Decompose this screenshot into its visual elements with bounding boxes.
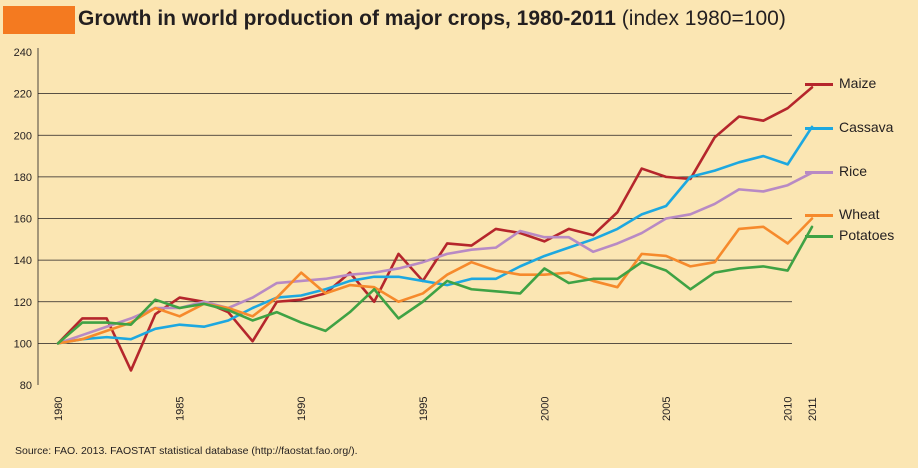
y-tick-label: 220 bbox=[14, 89, 32, 101]
series-line-wheat bbox=[56, 217, 814, 345]
legend-label: Rice bbox=[839, 163, 868, 179]
y-tick-label: 80 bbox=[20, 380, 32, 392]
y-tick-label: 240 bbox=[14, 47, 32, 59]
y-tick-label: 200 bbox=[14, 130, 32, 142]
series-line-cassava bbox=[56, 125, 814, 345]
x-tick-label: 2010 bbox=[783, 397, 795, 421]
legend-swatch bbox=[805, 171, 833, 174]
series-line-potatoes bbox=[56, 225, 814, 345]
x-tick-label: 2005 bbox=[661, 397, 673, 421]
y-tick-label: 160 bbox=[14, 214, 32, 226]
x-tick-label: 1980 bbox=[53, 397, 65, 421]
x-tick-label: 1985 bbox=[175, 397, 187, 421]
series-line-rice bbox=[56, 171, 814, 345]
source-note: Source: FAO. 2013. FAOSTAT statistical d… bbox=[15, 445, 358, 457]
legend-label: Potatoes bbox=[839, 227, 895, 243]
legend-swatch bbox=[805, 83, 833, 86]
legend-swatch bbox=[805, 235, 833, 238]
legend-swatch bbox=[805, 127, 833, 130]
chart-title: Growth in world production of major crop… bbox=[78, 7, 786, 31]
x-tick-label: 2000 bbox=[539, 397, 551, 421]
y-tick-label: 180 bbox=[14, 172, 32, 184]
x-axis-ticks: 1980 1985 1990 1995 2000 2005 2010 2011 bbox=[53, 397, 819, 421]
series-line-maize bbox=[56, 86, 814, 372]
series-lines bbox=[56, 86, 814, 372]
legend-swatch bbox=[805, 214, 833, 217]
y-tick-label: 120 bbox=[14, 297, 32, 309]
plot-background bbox=[0, 38, 918, 430]
y-tick-label: 140 bbox=[14, 255, 32, 267]
y-tick-label: 100 bbox=[14, 338, 32, 350]
x-tick-label: 1990 bbox=[296, 397, 308, 421]
x-tick-label: 1995 bbox=[418, 397, 430, 421]
title-accent-bar bbox=[3, 6, 75, 34]
chart-title-sub: (index 1980=100) bbox=[621, 7, 786, 30]
legend-label: Cassava bbox=[839, 119, 894, 135]
chart-title-main: Growth in world production of major crop… bbox=[78, 7, 616, 30]
y-axis-ticks: 80 100 120 140 160 180 200 220 240 bbox=[14, 47, 32, 392]
x-tick-label: 2011 bbox=[807, 397, 819, 421]
legend-label: Maize bbox=[839, 75, 877, 91]
legend-label: Wheat bbox=[839, 206, 880, 222]
